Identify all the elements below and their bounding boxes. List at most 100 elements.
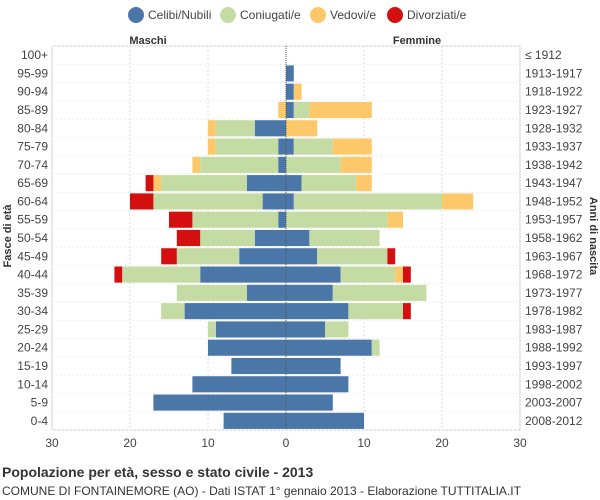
bar-male-20-24-Celibi/Nubili: [208, 339, 286, 356]
y-axis-label-left: Fasce di età: [2, 204, 14, 268]
bar-male-30-34-Celibi/Nubili: [184, 303, 286, 320]
legend-label: Coniugati/e: [240, 8, 301, 22]
bar-male-50-54-Divorziati/e: [176, 229, 201, 247]
bar-male-35-39-Coniugati/e: [176, 284, 247, 301]
bar-female-35-39-Celibi/Nubili: [286, 284, 333, 301]
bar-female-40-44-Celibi/Nubili: [286, 266, 341, 283]
bar-male-80-84-Celibi/Nubili: [254, 120, 286, 137]
age-group-label: 85-89: [17, 103, 48, 117]
age-group-label: 20-24: [17, 341, 48, 355]
bar-male-40-44-Celibi/Nubili: [200, 266, 286, 283]
chart-title: Popolazione per età, sesso e stato civil…: [2, 464, 314, 480]
bar-male-40-44-Divorziati/e: [114, 266, 123, 283]
bar-male-25-29-Coniugati/e: [208, 321, 216, 338]
age-group-label: 75-79: [17, 140, 48, 154]
bar-female-55-59-Vedovi/e: [387, 211, 403, 228]
bar-male-70-74-Vedovi/e: [192, 156, 201, 173]
bar-female-10-14-Celibi/Nubili: [286, 376, 349, 393]
bar-male-45-49-Coniugati/e: [176, 248, 240, 265]
age-group-label: 0-4: [31, 414, 49, 428]
birth-year-label: ≤ 1912: [525, 48, 562, 62]
chart-canvas: 30 20 10 0 10 20 30 100+ ≤ 1912 95-99 1913-1917 90-…: [2, 7, 599, 450]
birth-year-label: 1938-1942: [525, 158, 583, 172]
legend-label: Celibi/Nubili: [148, 8, 211, 22]
bar-female-25-29-Celibi/Nubili: [286, 321, 325, 338]
age-group-label: 65-69: [17, 176, 48, 190]
bar-male-65-69-Divorziati/e: [145, 175, 154, 192]
age-group-label: 35-39: [17, 286, 48, 300]
bar-female-30-34-Divorziati/e: [403, 303, 411, 320]
birth-year-label: 1963-1967: [525, 249, 583, 263]
legend-label: Divorziati/e: [407, 8, 467, 22]
side-label-left: Maschi: [129, 35, 166, 47]
legend-swatch-Celibi/Nubili: [128, 7, 144, 23]
age-group-label: 45-49: [17, 249, 48, 263]
age-group-label: 60-64: [17, 194, 48, 208]
bar-female-80-84-Vedovi/e: [286, 120, 318, 137]
bar-male-55-59-Celibi/Nubili: [278, 211, 286, 228]
bar-male-5-9-Celibi/Nubili: [153, 394, 286, 411]
birth-year-label: 1978-1982: [525, 304, 583, 318]
age-group-label: 55-59: [17, 213, 48, 227]
chart-subtitle: COMUNE DI FONTAINEMORE (AO) - Dati ISTAT…: [2, 484, 521, 498]
bar-male-75-79-Celibi/Nubili: [278, 138, 286, 155]
bar-female-60-64-Vedovi/e: [442, 193, 474, 210]
x-tick-label: 0: [283, 436, 290, 450]
legend-label: Vedovi/e: [330, 8, 376, 22]
bar-female-40-44-Vedovi/e: [395, 266, 403, 283]
bar-female-40-44-Divorziati/e: [403, 266, 411, 283]
bar-female-40-44-Coniugati/e: [340, 266, 396, 283]
bar-female-90-94-Vedovi/e: [293, 83, 302, 100]
bar-female-70-74-Vedovi/e: [340, 156, 372, 173]
bar-male-55-59-Coniugati/e: [192, 211, 279, 228]
bar-male-0-4-Celibi/Nubili: [223, 412, 286, 429]
bar-male-70-74-Coniugati/e: [200, 156, 279, 173]
bar-male-70-74-Celibi/Nubili: [278, 156, 286, 173]
bar-female-85-89-Coniugati/e: [293, 101, 310, 119]
bar-female-55-59-Coniugati/e: [286, 211, 388, 228]
bar-male-55-59-Divorziati/e: [169, 211, 193, 228]
legend-swatch-Vedovi/e: [310, 7, 326, 23]
x-tick-label: 10: [357, 436, 371, 450]
birth-year-label: 1973-1977: [525, 286, 583, 300]
birth-year-label: 1923-1927: [525, 103, 583, 117]
bar-male-50-54-Celibi/Nubili: [254, 229, 286, 247]
x-tick-label: 20: [123, 436, 137, 450]
bar-female-75-79-Celibi/Nubili: [286, 138, 294, 155]
bar-male-75-79-Vedovi/e: [208, 138, 216, 155]
age-group-label: 95-99: [17, 66, 48, 80]
bar-female-85-89-Vedovi/e: [309, 101, 372, 119]
bar-female-35-39-Coniugati/e: [332, 284, 427, 301]
bar-female-90-94-Celibi/Nubili: [286, 83, 294, 100]
bar-female-30-34-Coniugati/e: [348, 303, 403, 320]
bar-male-65-69-Coniugati/e: [161, 175, 247, 192]
x-tick-label: 30: [45, 436, 59, 450]
birth-year-label: 1948-1952: [525, 194, 583, 208]
bar-female-60-64-Coniugati/e: [293, 193, 442, 210]
age-group-label: 70-74: [17, 158, 48, 172]
birth-year-label: 1933-1937: [525, 140, 583, 154]
bar-female-0-4-Celibi/Nubili: [286, 412, 364, 429]
birth-year-label: 1968-1972: [525, 268, 583, 282]
bar-female-15-19-Celibi/Nubili: [286, 357, 341, 375]
age-group-label: 40-44: [17, 268, 48, 282]
legend: Celibi/Nubili Coniugati/e Vedovi/e Divorzia…: [128, 7, 467, 23]
age-group-label: 25-29: [17, 322, 48, 336]
bar-female-50-54-Celibi/Nubili: [286, 229, 310, 247]
age-group-label: 15-19: [17, 359, 48, 373]
bar-female-45-49-Divorziati/e: [387, 248, 396, 265]
bar-female-5-9-Celibi/Nubili: [286, 394, 333, 411]
bar-male-65-69-Celibi/Nubili: [247, 175, 286, 192]
bar-female-65-69-Coniugati/e: [301, 175, 357, 192]
bars-layer: [114, 65, 474, 429]
bar-male-75-79-Coniugati/e: [215, 138, 279, 155]
bar-female-75-79-Vedovi/e: [332, 138, 372, 155]
bar-male-10-14-Celibi/Nubili: [192, 376, 286, 393]
x-tick-label: 30: [513, 436, 527, 450]
bar-male-60-64-Celibi/Nubili: [262, 193, 286, 210]
bar-female-30-34-Celibi/Nubili: [286, 303, 349, 320]
age-group-label: 100+: [21, 48, 48, 62]
bar-female-20-24-Celibi/Nubili: [286, 339, 372, 356]
birth-year-label: 1928-1932: [525, 121, 583, 135]
bar-male-60-64-Divorziati/e: [130, 193, 154, 210]
